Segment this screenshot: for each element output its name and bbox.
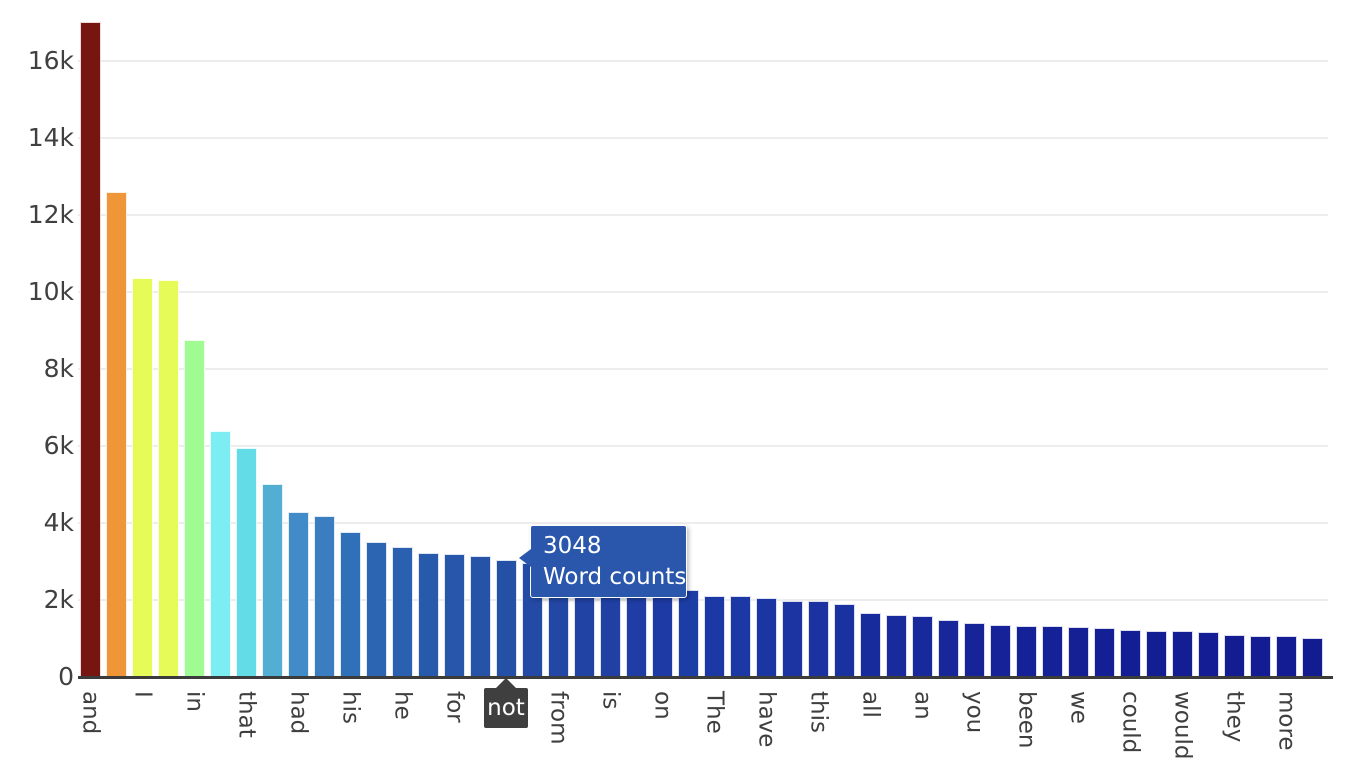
bar-he[interactable] [392,547,413,677]
x-label-from: from [545,691,572,745]
x-label-he: he [389,691,416,720]
bar-rank-42[interactable] [1146,631,1167,677]
bar-rank-26[interactable] [730,596,751,677]
x-label-this: this [805,691,832,733]
x-label-been: been [1013,691,1040,749]
bar-in[interactable] [184,340,205,677]
gridline [78,214,1328,216]
y-tick-label: 0 [58,662,74,691]
bar-we[interactable] [1068,627,1089,677]
bar-an[interactable] [912,616,933,677]
bar-rank-6[interactable] [210,431,231,677]
gridline [78,445,1328,447]
y-tick-label: 14k [27,123,74,152]
bar-rank-48[interactable] [1302,638,1323,677]
highlight-pointer-up-icon [496,678,516,688]
x-label-and: and [77,691,104,735]
x-label-not-highlighted: not [484,678,528,728]
x-label-you: you [961,691,988,734]
gridline [78,368,1328,370]
y-tick-label: 10k [27,277,74,306]
tooltip-pointer-left-icon [519,549,531,567]
y-tick-label: 4k [43,508,74,537]
bar-not[interactable] [496,560,517,677]
tooltip-value: 3048 [543,533,602,559]
x-label-could: could [1117,691,1144,754]
bar-rank-24[interactable] [678,590,699,677]
bar-rank-40[interactable] [1094,628,1115,677]
y-tick-label: 2k [43,585,74,614]
bar-rank-44[interactable] [1198,632,1219,677]
x-label-they: they [1221,691,1248,743]
bar-on[interactable] [652,585,673,677]
gridline [78,291,1328,293]
bar-rank-8[interactable] [262,484,283,677]
bar-and[interactable] [80,22,101,677]
bar-rank-46[interactable] [1250,636,1271,677]
bar-could[interactable] [1120,630,1141,677]
x-label-that: that [233,691,260,738]
bar-his[interactable] [340,532,361,677]
x-label-have: have [753,691,780,748]
tooltip-series-name: Word counts [543,564,687,590]
bar-rank-36[interactable] [990,625,1011,677]
tooltip: 3048 Word counts [519,525,687,598]
x-axis-line [78,676,1333,679]
gridline [78,522,1328,524]
bar-rank-14[interactable] [418,553,439,677]
x-label-The: The [701,691,728,734]
x-label-would: would [1169,691,1196,760]
gridline [78,137,1328,139]
bar-all[interactable] [860,613,881,677]
bar-rank-4[interactable] [158,280,179,677]
bar-you[interactable] [964,623,985,677]
x-label-we: we [1065,691,1092,724]
x-label-his: his [337,691,364,724]
gridline [78,599,1328,601]
bar-I[interactable] [132,278,153,677]
y-tick-label: 12k [27,200,74,229]
x-label-is: is [597,691,624,710]
y-tick-label: 8k [43,354,74,383]
bar-rank-32[interactable] [886,615,907,677]
bar-would[interactable] [1172,631,1193,677]
x-label-had: had [285,691,312,735]
bar-The[interactable] [704,596,725,677]
x-label-in: in [181,691,208,712]
x-label-on: on [649,691,676,720]
bar-rank-16[interactable] [470,556,491,677]
x-label-all: all [857,691,884,718]
y-tick-label: 16k [27,46,74,75]
x-label-an: an [909,691,936,720]
bar-rank-2[interactable] [106,192,127,677]
bar-have[interactable] [756,598,777,677]
bar-they[interactable] [1224,635,1245,677]
bar-this[interactable] [808,601,829,677]
bar-rank-30[interactable] [834,604,855,677]
bar-rank-38[interactable] [1042,626,1063,677]
bar-rank-28[interactable] [782,601,803,677]
bar-rank-12[interactable] [366,542,387,677]
bar-for[interactable] [444,554,465,677]
y-tick-label: 6k [43,431,74,460]
gridline [78,60,1328,62]
bar-rank-10[interactable] [314,516,335,677]
x-label-for: for [441,691,468,723]
highlighted-category-text: not [487,695,525,721]
bar-had[interactable] [288,512,309,677]
bar-that[interactable] [236,448,257,677]
bar-been[interactable] [1016,626,1037,677]
bar-rank-34[interactable] [938,620,959,677]
x-label-more: more [1273,691,1300,751]
x-label-I: I [129,691,156,698]
bar-more[interactable] [1276,636,1297,677]
